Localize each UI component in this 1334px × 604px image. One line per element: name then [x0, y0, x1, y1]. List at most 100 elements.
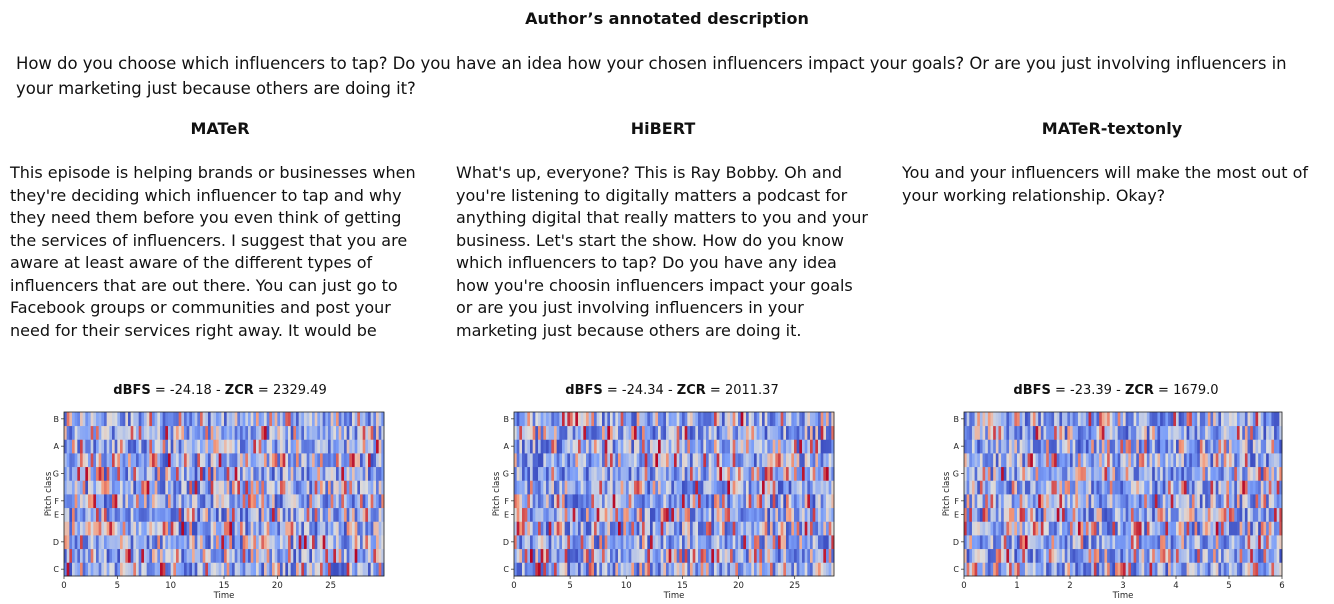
heatmap-cell [176, 480, 180, 495]
heatmap-cell [628, 425, 632, 440]
heatmap-cell [586, 480, 590, 495]
heatmap-cell [186, 548, 190, 563]
heatmap-cell [1112, 535, 1116, 550]
heatmap-cell [1226, 562, 1230, 577]
heatmap-cell [218, 548, 222, 563]
heatmap-cell [1229, 412, 1233, 427]
heatmap-cell [224, 453, 228, 468]
heatmap-cell [990, 562, 994, 577]
heatmap-cell [807, 425, 811, 440]
heatmap-cell [109, 480, 113, 495]
heatmap-cell [338, 412, 342, 427]
heatmap-cell [1099, 412, 1103, 427]
heatmap-cell [325, 439, 329, 454]
heatmap-cell [602, 535, 606, 550]
heatmap-cell [535, 439, 539, 454]
heatmap-cell [221, 507, 225, 522]
heatmap-cell [1062, 439, 1066, 454]
heatmap-cell [346, 439, 350, 454]
heatmap-cell [1075, 453, 1079, 468]
heatmap-cell [1022, 507, 1026, 522]
heatmap-cell [181, 466, 185, 481]
heatmap-cell [1239, 507, 1243, 522]
heatmap-cell [1162, 466, 1166, 481]
heatmap-cell [1059, 453, 1063, 468]
heatmap-cell [85, 548, 89, 563]
heatmap-cell [1239, 562, 1243, 577]
heatmap-cell [754, 562, 758, 577]
heatmap-cell [272, 439, 276, 454]
heatmap-cell [668, 494, 672, 509]
heatmap-cell [562, 453, 566, 468]
heatmap-cell [567, 425, 571, 440]
heatmap-cell [1133, 425, 1137, 440]
heatmap-cell [85, 535, 89, 550]
heatmap-cell [591, 466, 595, 481]
heatmap-cell [604, 439, 608, 454]
heatmap-cell [1125, 466, 1129, 481]
heatmap-cell [698, 466, 702, 481]
heatmap-cell [98, 412, 102, 427]
heatmap-cell [1183, 466, 1187, 481]
heatmap-cell [1067, 425, 1071, 440]
heatmap-cell [189, 507, 193, 522]
heatmap-cell [780, 439, 784, 454]
heatmap-cell [330, 548, 334, 563]
heatmap-cell [269, 412, 273, 427]
heatmap-cell [540, 507, 544, 522]
heatmap-cell [642, 548, 646, 563]
heatmap-cell [1239, 521, 1243, 536]
heatmap-cell [1199, 507, 1203, 522]
heatmap-cell [708, 412, 712, 427]
heatmap-cell [620, 494, 624, 509]
heatmap-cell [1115, 494, 1119, 509]
heatmap-cell [775, 521, 779, 536]
heatmap-cell [671, 412, 675, 427]
heatmap-cell [1048, 507, 1052, 522]
heatmap-cell [658, 453, 662, 468]
heatmap-cell [786, 439, 790, 454]
heatmap-cell [1176, 535, 1180, 550]
heatmap-cell [90, 480, 94, 495]
heatmap-cell [644, 494, 648, 509]
heatmap-cell [216, 562, 220, 577]
heatmap-cell [794, 466, 798, 481]
heatmap-cell [237, 466, 241, 481]
heatmap-cell [141, 562, 145, 577]
heatmap-cell [538, 425, 542, 440]
heatmap-cell [306, 466, 310, 481]
heatmap-cell [684, 507, 688, 522]
heatmap-cell [1276, 480, 1280, 495]
heatmap-cell [971, 494, 975, 509]
heatmap-cell [136, 453, 140, 468]
heatmap-cell [234, 466, 238, 481]
heatmap-cell [1109, 425, 1113, 440]
heatmap-cell [1160, 494, 1164, 509]
heatmap-cell [724, 548, 728, 563]
heatmap-cell [1154, 439, 1158, 454]
heatmap-cell [612, 439, 616, 454]
heatmap-cell [226, 425, 230, 440]
heatmap-cell [1080, 480, 1084, 495]
heatmap-cell [1115, 562, 1119, 577]
heatmap-cell [1138, 521, 1142, 536]
y-tick-label: D [503, 538, 509, 547]
heatmap-cell [716, 521, 720, 536]
heatmap-cell [551, 562, 555, 577]
heatmap-cell [570, 412, 574, 427]
heatmap-cell [69, 466, 73, 481]
heatmap-cell [1109, 562, 1113, 577]
heatmap-cell [1197, 494, 1201, 509]
heatmap-cell [738, 453, 742, 468]
heatmap-cell [1189, 535, 1193, 550]
heatmap-cell [1009, 439, 1013, 454]
heatmap-cell [162, 521, 166, 536]
heatmap-cell [977, 507, 981, 522]
heatmap-cell [1173, 494, 1177, 509]
heatmap-cell [117, 412, 121, 427]
heatmap-cell [722, 453, 726, 468]
heatmap-cell [966, 466, 970, 481]
heatmap-cell [754, 412, 758, 427]
heatmap-cell [583, 548, 587, 563]
heatmap-cell [1062, 466, 1066, 481]
